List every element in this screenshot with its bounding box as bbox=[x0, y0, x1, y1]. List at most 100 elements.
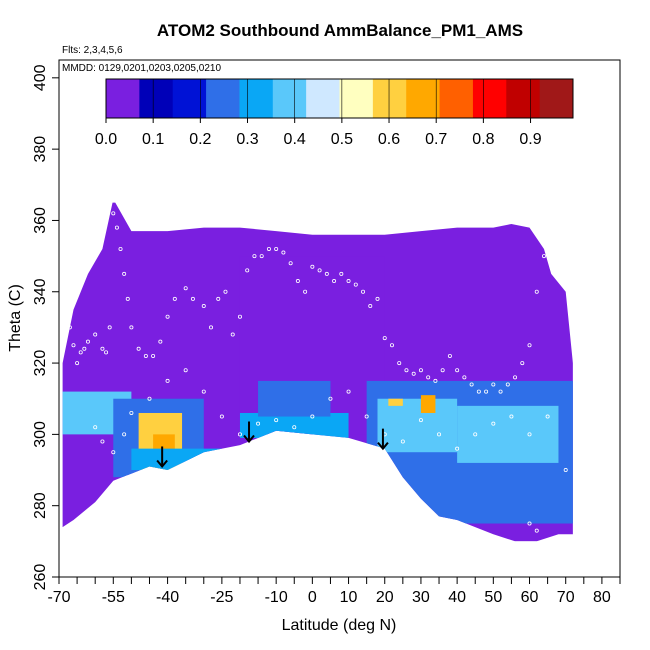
y-tick-label: 300 bbox=[32, 421, 49, 448]
observation-point bbox=[71, 343, 76, 348]
observation-point bbox=[223, 289, 228, 294]
observation-point bbox=[476, 389, 481, 394]
x-tick-label: -10 bbox=[265, 589, 288, 606]
x-tick-label: -25 bbox=[210, 589, 233, 606]
observation-point bbox=[266, 246, 271, 251]
flights-text: Flts: 2,3,4,5,6 bbox=[62, 45, 123, 56]
observation-point bbox=[107, 325, 112, 330]
colorbar-tick-label: 0.2 bbox=[189, 131, 211, 148]
x-tick-label: 80 bbox=[593, 589, 611, 606]
observation-point bbox=[75, 361, 80, 366]
observation-point bbox=[527, 432, 532, 437]
heatmap-cell bbox=[420, 395, 436, 413]
observation-point bbox=[317, 268, 322, 273]
colorbar-segment bbox=[372, 79, 407, 118]
colorbar-frame bbox=[105, 78, 574, 119]
observation-point bbox=[346, 279, 351, 284]
x-tick-label: 20 bbox=[376, 589, 394, 606]
colorbar-segment bbox=[406, 79, 441, 118]
observation-point bbox=[455, 368, 460, 373]
observation-point bbox=[100, 346, 105, 351]
observation-point bbox=[64, 311, 69, 316]
observation-point bbox=[158, 339, 163, 344]
colorbar-tick-label: 0.4 bbox=[284, 131, 306, 148]
observation-point bbox=[295, 279, 300, 284]
colorbar-segment bbox=[472, 79, 507, 118]
observation-point bbox=[382, 336, 387, 341]
observation-point bbox=[447, 353, 452, 358]
observation-point bbox=[375, 296, 380, 301]
observation-point bbox=[118, 246, 123, 251]
observation-point bbox=[143, 353, 148, 358]
observation-point bbox=[136, 346, 141, 351]
observation-point bbox=[165, 378, 170, 383]
colorbar-tick-label: 0.0 bbox=[95, 131, 117, 148]
y-tick-label: 260 bbox=[32, 564, 49, 591]
observation-point bbox=[440, 368, 445, 373]
observation-point bbox=[563, 271, 568, 276]
x-tick-label: -40 bbox=[156, 589, 179, 606]
observation-point bbox=[85, 339, 90, 344]
colorbar: 0.0 0.1 0.2 0.3 0.4 0.5 0.6 0.7 0.8 0.9 bbox=[95, 78, 574, 148]
observation-point bbox=[556, 236, 561, 241]
observation-point bbox=[400, 439, 405, 444]
observation-point bbox=[111, 211, 116, 216]
observation-point bbox=[303, 289, 308, 294]
observation-point bbox=[172, 296, 177, 301]
y-axis-label: Theta (C) bbox=[7, 284, 24, 352]
observation-point bbox=[520, 361, 525, 366]
observation-point bbox=[219, 414, 224, 419]
observation-point bbox=[201, 389, 206, 394]
observation-point bbox=[274, 246, 279, 251]
tropopause-arrow-head bbox=[156, 459, 168, 469]
heatmap-cell bbox=[457, 405, 559, 463]
observation-point bbox=[216, 296, 221, 301]
observation-point bbox=[563, 468, 568, 473]
observation-point bbox=[437, 432, 442, 437]
tropopause-arrow bbox=[243, 421, 255, 444]
observation-point bbox=[122, 271, 127, 276]
observation-point bbox=[509, 414, 514, 419]
observation-point bbox=[310, 414, 315, 419]
colorbar-tick-label: 0.5 bbox=[331, 131, 353, 148]
observation-point bbox=[549, 236, 554, 241]
observation-point bbox=[252, 254, 257, 259]
observation-point bbox=[491, 382, 496, 387]
colorbar-segment bbox=[306, 79, 340, 118]
observation-point bbox=[125, 296, 130, 301]
observation-point bbox=[274, 418, 279, 423]
y-tick-label: 400 bbox=[32, 64, 49, 91]
y-tick-label: 280 bbox=[32, 492, 49, 519]
observation-point bbox=[122, 432, 127, 437]
observation-point bbox=[418, 368, 423, 373]
observation-point bbox=[426, 375, 431, 380]
observation-point bbox=[404, 368, 409, 373]
colorbar-segment bbox=[139, 79, 174, 118]
colorbar-tick-label: 0.7 bbox=[425, 131, 447, 148]
y-tick-label: 360 bbox=[32, 207, 49, 234]
observation-point bbox=[292, 425, 297, 430]
observation-point bbox=[93, 332, 98, 337]
x-tick-label: -55 bbox=[102, 589, 125, 606]
observation-point bbox=[281, 250, 286, 255]
observation-point bbox=[433, 378, 438, 383]
observation-point bbox=[484, 389, 489, 394]
observation-point bbox=[259, 254, 264, 259]
observation-point bbox=[455, 446, 460, 451]
y-tick-label: 380 bbox=[32, 136, 49, 163]
y-axis: 260 280 300 320 340 360 380 400 bbox=[32, 64, 59, 590]
observation-point bbox=[368, 304, 373, 309]
observation-point bbox=[473, 432, 478, 437]
observation-point bbox=[353, 282, 358, 287]
heatmap-cell bbox=[377, 398, 458, 453]
observation-point bbox=[237, 432, 242, 437]
tropopause-arrow bbox=[156, 446, 168, 469]
observation-point bbox=[324, 271, 329, 276]
colorbar-tick-label: 0.6 bbox=[378, 131, 400, 148]
observation-point bbox=[111, 450, 116, 455]
x-tick-label: 60 bbox=[521, 589, 539, 606]
x-tick-label: 0 bbox=[308, 589, 317, 606]
tropopause-arrow bbox=[377, 428, 389, 451]
observation-point bbox=[82, 346, 87, 351]
observation-point bbox=[147, 396, 152, 401]
